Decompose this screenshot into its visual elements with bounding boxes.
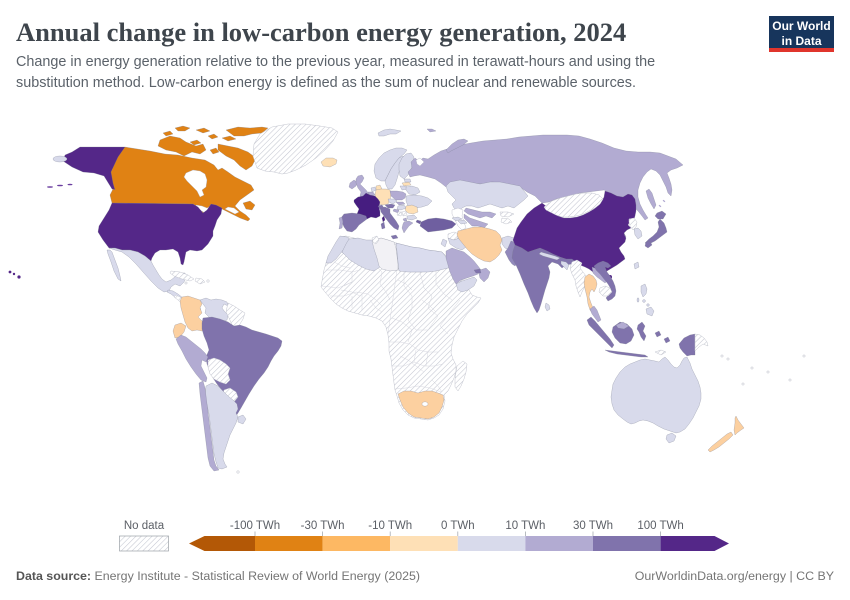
svg-text:0 TWh: 0 TWh (441, 520, 475, 532)
svg-text:-10 TWh: -10 TWh (368, 520, 412, 532)
svg-text:-30 TWh: -30 TWh (301, 520, 345, 532)
svg-text:10 TWh: 10 TWh (505, 520, 545, 532)
svg-text:-100 TWh: -100 TWh (230, 520, 280, 532)
svg-text:30 TWh: 30 TWh (573, 520, 613, 532)
svg-text:No data: No data (124, 520, 165, 532)
svg-text:100 TWh: 100 TWh (637, 520, 683, 532)
